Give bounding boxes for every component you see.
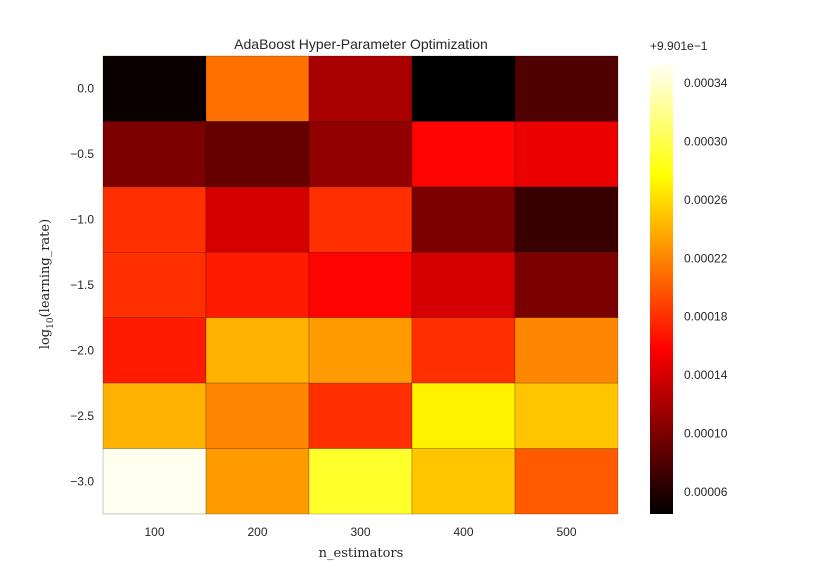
colorbar-ticks: 0.00006 0.00010 0.00014 0.00018 0.00022 0.000… (684, 76, 728, 499)
heatmap-cell (514, 317, 619, 384)
heatmap-cell (514, 448, 619, 515)
colorbar-tick-label: 0.00034 (684, 76, 728, 90)
colorbar-tick-label: 0.00018 (684, 310, 728, 324)
heatmap-cell (308, 121, 413, 188)
heatmap-cell (102, 186, 207, 253)
y-tick-label: −2.0 (70, 343, 94, 357)
heatmap-cell (205, 317, 310, 384)
heatmap-cell (205, 251, 310, 319)
heatmap-cell (102, 317, 207, 384)
colorbar-tick-label: 0.00030 (684, 134, 728, 148)
heatmap-cell (514, 121, 619, 188)
y-tick-label: −3.0 (70, 474, 94, 488)
heatmap-cell (102, 55, 207, 122)
y-tick-label: 0.0 (77, 82, 94, 96)
heatmap-cells (102, 55, 619, 515)
colorbar-tick-label: 0.00022 (684, 251, 728, 265)
y-axis-label-suffix: (learning_rate) (38, 219, 53, 318)
x-tick-label: 200 (247, 525, 267, 539)
heatmap-cell (514, 186, 619, 253)
x-tick-label: 400 (453, 525, 473, 539)
chart-title: AdaBoost Hyper-Parameter Optimization (234, 36, 488, 52)
heatmap-cell (308, 448, 413, 515)
heatmap-cell (308, 55, 413, 122)
x-tick-labels: 100 200 300 400 500 (144, 525, 576, 539)
y-tick-label: −1.5 (70, 278, 94, 292)
heatmap-cell (411, 186, 516, 253)
heatmap-cell (205, 186, 310, 253)
heatmap-cell (102, 382, 207, 449)
heatmap-cell (514, 382, 619, 449)
colorbar (650, 61, 673, 514)
heatmap-cell (308, 317, 413, 384)
colorbar-offset-label: +9.901e−1 (650, 39, 708, 53)
heatmap-cell (411, 121, 516, 188)
heatmap-cell (205, 382, 310, 449)
heatmap-cell (514, 251, 619, 319)
heatmap-cell (411, 448, 516, 515)
heatmap-cell (411, 55, 516, 122)
y-tick-labels: 0.0 −0.5 −1.0 −1.5 −2.0 −2.5 −3.0 (70, 82, 94, 489)
colorbar-tick-label: 0.00006 (684, 485, 728, 499)
heatmap-cell (308, 251, 413, 319)
heatmap-cell (205, 448, 310, 515)
heatmap-cell (102, 251, 207, 319)
x-tick-label: 500 (556, 525, 576, 539)
heatmap-cell (411, 382, 516, 449)
x-tick-label: 300 (350, 525, 370, 539)
y-axis-label: log10(learning_rate) (38, 219, 56, 349)
heatmap-cell (205, 55, 310, 122)
heatmap-cell (102, 448, 207, 515)
colorbar-tick-label: 0.00026 (684, 193, 728, 207)
heatmap-cell (411, 317, 516, 384)
y-axis-label-subscript: 10 (46, 317, 56, 329)
heatmap-cell (308, 382, 413, 449)
colorbar-tick-label: 0.00014 (684, 368, 728, 382)
heatmap-cell (411, 251, 516, 319)
heatmap-cell (102, 121, 207, 188)
y-axis-label-prefix: log (38, 329, 53, 349)
y-tick-label: −2.5 (70, 409, 94, 423)
y-tick-label: −0.5 (70, 147, 94, 161)
heatmap-cell (308, 186, 413, 253)
y-tick-label: −1.0 (70, 213, 94, 227)
colorbar-tick-label: 0.00010 (684, 427, 728, 441)
x-tick-label: 100 (144, 525, 164, 539)
x-axis-label: n_estimators (319, 546, 404, 561)
heatmap-cell (205, 121, 310, 188)
heatmap-cell (514, 55, 619, 122)
